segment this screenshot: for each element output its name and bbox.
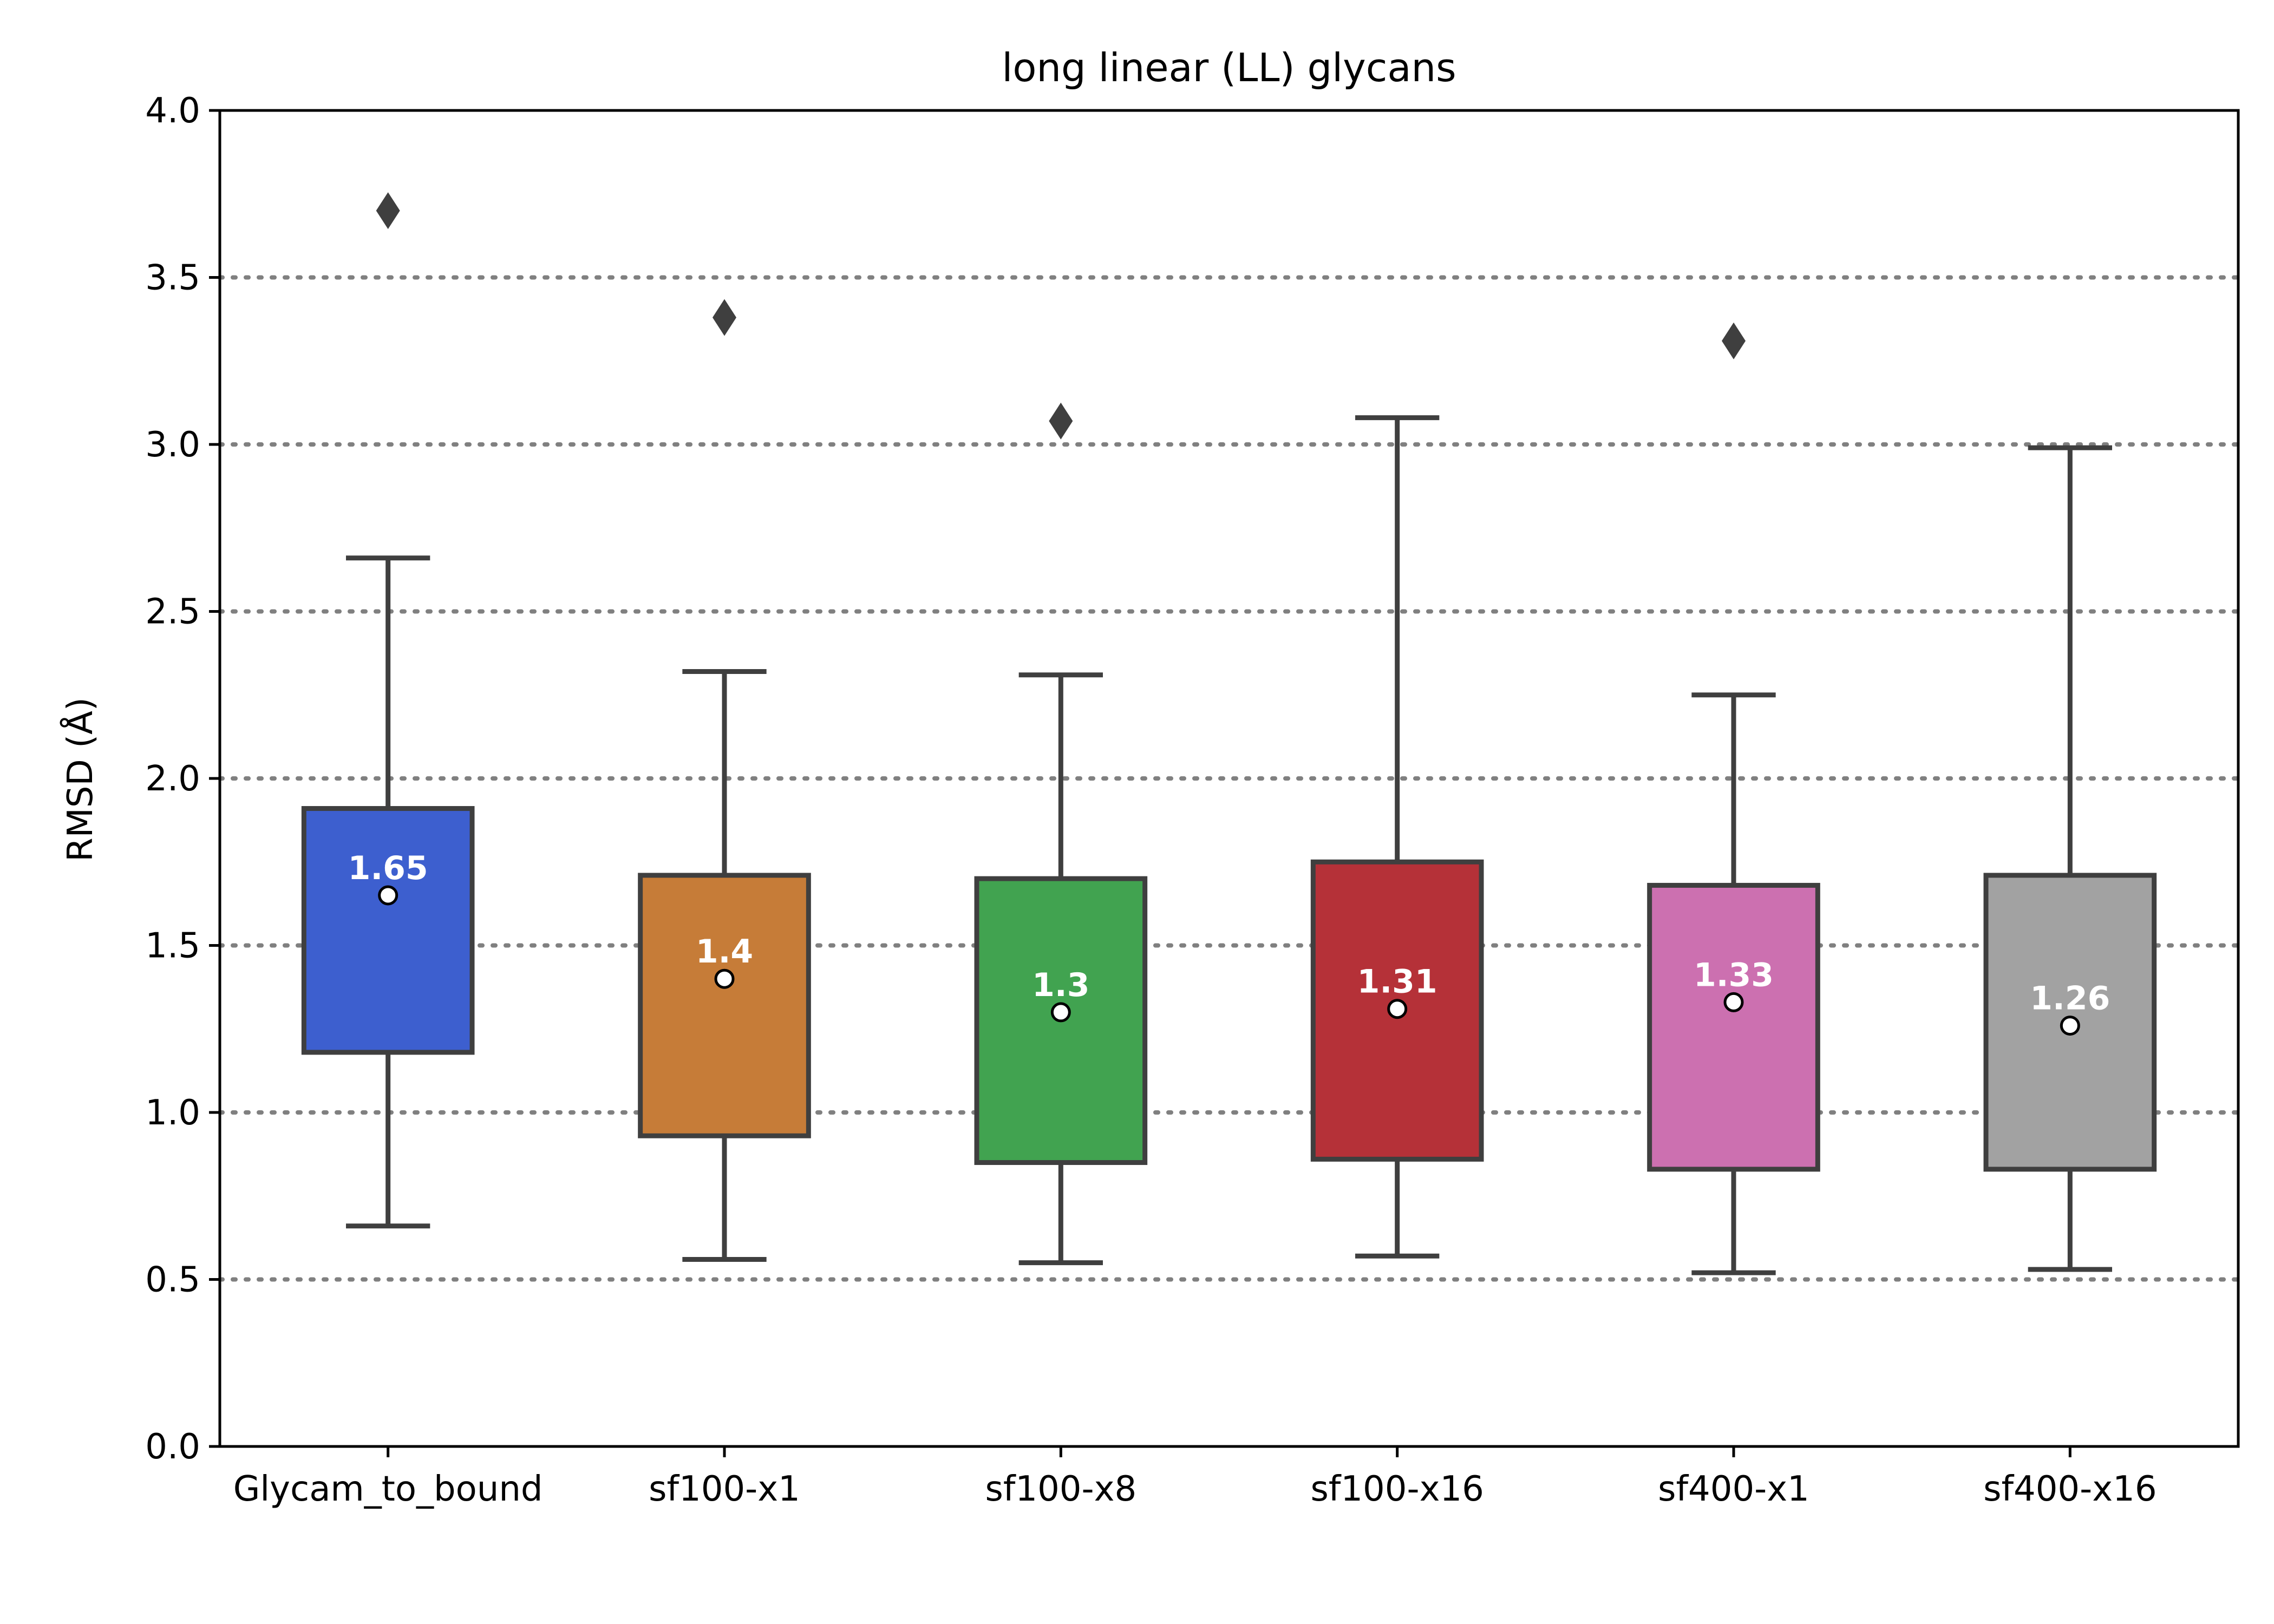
y-tick-label: 2.0 — [145, 759, 200, 799]
y-tick-label: 0.5 — [145, 1260, 200, 1300]
outlier-marker — [376, 192, 400, 230]
y-tick-label: 1.5 — [145, 926, 200, 966]
x-tick-label: sf100-x8 — [985, 1469, 1136, 1509]
outlier-marker — [1722, 322, 1746, 359]
box-group: 1.3 — [974, 402, 1148, 1266]
box-group: 1.4 — [638, 299, 811, 1262]
mean-marker — [378, 885, 398, 906]
box-body — [1647, 882, 1820, 1172]
mean-marker — [714, 968, 735, 989]
mean-marker — [1050, 1002, 1071, 1023]
axes: 0.0 0.5 1.0 1.5 2.0 2.5 3.0 3.5 4.0 Glycam_to_bou… — [145, 91, 2240, 1509]
y-tick-label: 3.5 — [145, 258, 200, 298]
y-axis-title: RMSD (Å) — [60, 697, 101, 862]
y-tick-label: 3.0 — [145, 425, 200, 465]
y-tick-label: 0.0 — [145, 1427, 200, 1467]
box-group: 1.31 — [1310, 415, 1484, 1259]
y-tick-label: 1.0 — [145, 1093, 200, 1133]
x-tick-label: sf400-x1 — [1658, 1469, 1809, 1509]
box-body — [638, 873, 811, 1138]
mean-marker — [2060, 1016, 2080, 1036]
mean-label: 1.4 — [696, 933, 753, 971]
outlier-marker — [1049, 402, 1073, 440]
y-tick-label: 2.5 — [145, 592, 200, 632]
boxes: 1.65 1.4 1.3 1.31 1.33 1.26 — [301, 192, 2157, 1275]
x-tick-label: sf100-x1 — [649, 1469, 800, 1509]
outlier-marker — [713, 299, 736, 336]
x-tick-label: sf400-x16 — [1983, 1469, 2157, 1509]
mean-label: 1.65 — [348, 849, 428, 887]
mean-label: 1.3 — [1032, 966, 1089, 1004]
mean-label: 1.33 — [1694, 956, 1774, 994]
chart-title: long linear (LL) glycans — [1002, 45, 1456, 90]
box-body — [301, 806, 475, 1055]
mean-marker — [1387, 999, 1408, 1019]
box-group: 1.65 — [301, 192, 475, 1229]
y-tick-label: 4.0 — [145, 91, 200, 131]
x-tick-label: Glycam_to_bound — [233, 1469, 543, 1509]
gridlines — [218, 275, 2240, 1282]
mean-marker — [1723, 992, 1744, 1012]
mean-label: 1.31 — [1357, 963, 1437, 1001]
box-group: 1.33 — [1647, 322, 1820, 1275]
x-tick-label: sf100-x16 — [1310, 1469, 1484, 1509]
mean-label: 1.26 — [2030, 980, 2110, 1018]
box-group: 1.26 — [1983, 445, 2157, 1272]
